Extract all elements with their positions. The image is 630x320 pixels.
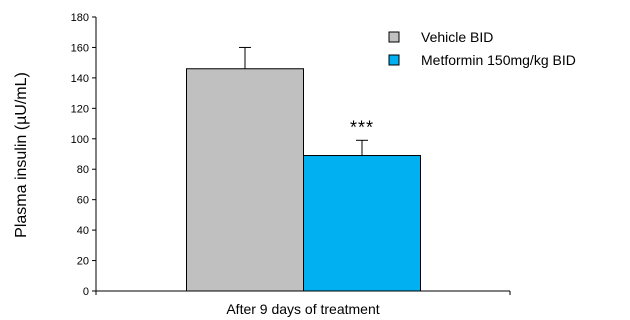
y-axis-title: Plasma insulin (µU/mL) (13, 72, 30, 238)
y-tick-label: 60 (77, 195, 89, 207)
legend-swatch (388, 31, 400, 43)
y-tick-label: 180 (71, 12, 89, 24)
category-label: After 9 days of treatment (226, 301, 379, 317)
y-tick-label: 80 (77, 164, 89, 176)
legend: Vehicle BID Metformin 150mg/kg BID (388, 29, 576, 68)
y-tick-label: 120 (71, 103, 89, 115)
y-tick-label: 140 (71, 73, 89, 85)
y-tick-label: 40 (77, 225, 89, 237)
plot-area: 0 20 40 60 80 100 120 140 160 180 *** (71, 12, 511, 298)
y-tick-label: 100 (71, 134, 89, 146)
y-tick-label: 160 (71, 42, 89, 54)
legend-label: Metformin 150mg/kg BID (421, 52, 576, 68)
significance-label: *** (350, 117, 374, 137)
y-tick-label: 0 (83, 286, 89, 298)
legend-swatch (388, 54, 400, 66)
bar (186, 68, 304, 292)
bar (303, 155, 421, 292)
legend-label: Vehicle BID (421, 29, 493, 45)
y-tick-label: 20 (77, 256, 89, 268)
